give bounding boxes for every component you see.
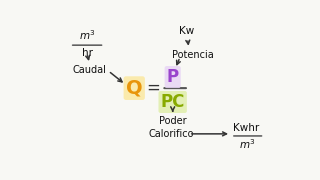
- Text: Caudal: Caudal: [73, 65, 107, 75]
- Text: Poder: Poder: [159, 116, 187, 126]
- Text: Calorifico: Calorifico: [149, 129, 194, 139]
- Text: $m^3$: $m^3$: [79, 29, 95, 42]
- Text: $m^3$: $m^3$: [239, 137, 255, 151]
- Text: PC: PC: [161, 93, 185, 111]
- Text: =: =: [146, 79, 160, 97]
- Text: Potencia: Potencia: [172, 50, 213, 60]
- Text: Kwhr: Kwhr: [233, 123, 259, 133]
- Text: Q: Q: [126, 79, 142, 98]
- Text: Kw: Kw: [179, 26, 194, 36]
- Text: P: P: [167, 68, 179, 86]
- Text: hr: hr: [82, 48, 92, 58]
